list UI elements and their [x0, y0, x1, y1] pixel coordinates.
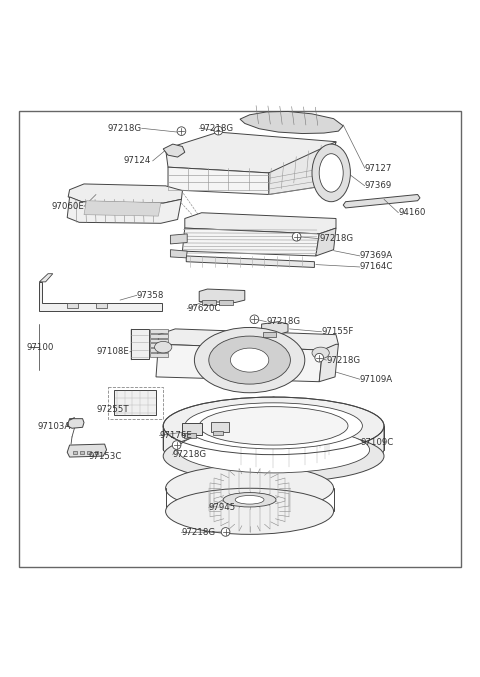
Ellipse shape: [177, 127, 186, 135]
Bar: [184, 433, 196, 438]
Ellipse shape: [315, 353, 324, 362]
Text: 97127: 97127: [365, 164, 392, 173]
Text: 97620C: 97620C: [187, 304, 221, 313]
Polygon shape: [158, 329, 338, 350]
Bar: [150, 329, 168, 332]
Polygon shape: [168, 167, 269, 194]
Bar: [114, 391, 156, 415]
Text: 97218G: 97218G: [199, 124, 233, 133]
Text: 97124: 97124: [124, 156, 151, 165]
Polygon shape: [316, 228, 336, 256]
Ellipse shape: [292, 232, 301, 241]
Text: 94160: 94160: [398, 209, 426, 217]
Text: 97103A: 97103A: [38, 422, 71, 431]
Polygon shape: [67, 197, 181, 223]
Ellipse shape: [223, 493, 276, 507]
Polygon shape: [163, 144, 185, 157]
Polygon shape: [170, 250, 187, 258]
Text: 97218G: 97218G: [266, 318, 300, 326]
Bar: [211, 422, 229, 432]
Polygon shape: [131, 329, 149, 359]
Text: 97218G: 97218G: [108, 124, 142, 133]
Bar: [263, 332, 276, 336]
Polygon shape: [269, 141, 336, 194]
Bar: [67, 303, 78, 308]
Bar: [150, 334, 168, 338]
Text: 97100: 97100: [26, 343, 54, 351]
Bar: [150, 343, 168, 347]
Text: 97108E: 97108E: [97, 347, 130, 356]
Polygon shape: [199, 289, 245, 303]
Ellipse shape: [166, 465, 334, 511]
Bar: [96, 303, 107, 308]
Bar: [150, 348, 168, 352]
Polygon shape: [67, 418, 84, 429]
Bar: [95, 452, 98, 454]
Bar: [80, 452, 84, 454]
Polygon shape: [68, 184, 182, 203]
Bar: [150, 338, 168, 343]
Text: 97164C: 97164C: [360, 263, 394, 271]
Ellipse shape: [166, 488, 334, 534]
Ellipse shape: [163, 397, 384, 455]
Polygon shape: [185, 213, 336, 234]
Ellipse shape: [319, 154, 343, 192]
Polygon shape: [163, 397, 384, 473]
Ellipse shape: [250, 315, 259, 324]
Bar: [219, 300, 233, 305]
Text: 97358: 97358: [137, 291, 164, 300]
Text: 97176E: 97176E: [159, 431, 192, 440]
Ellipse shape: [230, 348, 269, 372]
Polygon shape: [39, 282, 162, 311]
Text: 97218G: 97218G: [181, 528, 216, 537]
Polygon shape: [84, 201, 161, 216]
Bar: [202, 300, 216, 305]
Ellipse shape: [199, 407, 348, 445]
Ellipse shape: [214, 127, 223, 135]
Text: 97109A: 97109A: [360, 375, 393, 384]
Polygon shape: [156, 345, 323, 382]
Ellipse shape: [209, 336, 290, 384]
Text: 97155F: 97155F: [322, 327, 354, 336]
Text: 97255T: 97255T: [97, 405, 130, 414]
Polygon shape: [39, 274, 53, 282]
Text: 97369A: 97369A: [360, 251, 393, 261]
Ellipse shape: [194, 328, 305, 393]
Bar: [213, 431, 223, 435]
Polygon shape: [67, 444, 107, 457]
Ellipse shape: [172, 441, 181, 450]
Bar: [150, 353, 168, 357]
Polygon shape: [343, 194, 420, 208]
Text: 97109C: 97109C: [361, 437, 394, 447]
Ellipse shape: [312, 144, 350, 202]
Polygon shape: [319, 345, 338, 382]
Text: 97218G: 97218G: [326, 355, 360, 365]
Text: 97369: 97369: [365, 181, 392, 190]
Ellipse shape: [163, 430, 384, 483]
Text: 97060E: 97060E: [51, 202, 84, 211]
Polygon shape: [262, 322, 288, 334]
Bar: [87, 452, 91, 454]
Polygon shape: [240, 112, 343, 133]
Ellipse shape: [185, 403, 362, 449]
Ellipse shape: [178, 427, 370, 473]
Text: 97218G: 97218G: [319, 234, 353, 243]
Polygon shape: [170, 234, 187, 244]
Polygon shape: [166, 132, 336, 173]
Polygon shape: [182, 228, 319, 256]
Ellipse shape: [312, 347, 329, 359]
Ellipse shape: [155, 341, 172, 353]
Bar: [182, 422, 202, 435]
Text: 97945: 97945: [209, 503, 236, 512]
Bar: [73, 452, 77, 454]
Polygon shape: [186, 256, 314, 267]
Text: 97153C: 97153C: [89, 452, 122, 460]
Text: 97218G: 97218G: [173, 450, 207, 459]
Ellipse shape: [221, 527, 230, 536]
Ellipse shape: [235, 496, 264, 504]
